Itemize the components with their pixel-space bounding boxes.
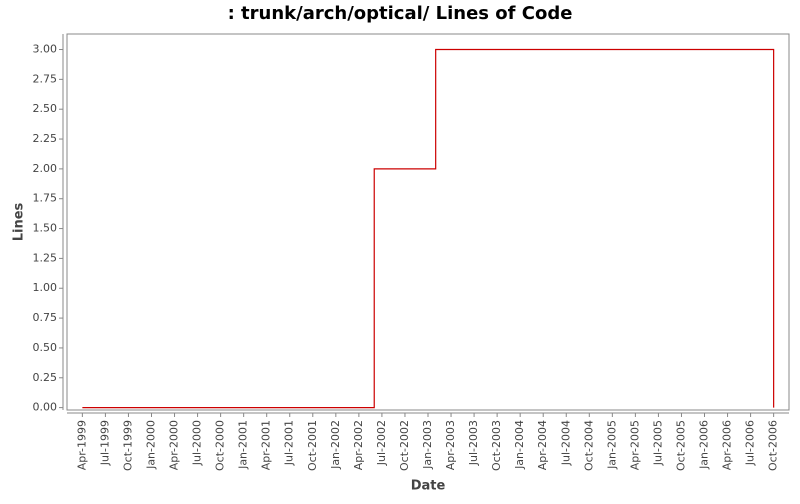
x-tick-label: Jan-2000 [144, 420, 157, 470]
x-tick-label: Oct-2005 [674, 420, 687, 471]
y-tick-label: 2.00 [33, 162, 58, 175]
plot-area [66, 33, 790, 411]
y-tick-label: 1.00 [33, 281, 58, 294]
y-tick-label: 0.50 [33, 341, 58, 354]
x-tick-label: Jan-2001 [237, 420, 250, 470]
chart-title: : trunk/arch/optical/ Lines of Code [228, 3, 573, 24]
line-series [82, 48, 775, 409]
x-tick-label: Oct-1999 [121, 420, 134, 471]
x-tick-label: Apr-2005 [628, 420, 641, 470]
y-axis-label: Lines [12, 202, 27, 241]
x-tick-label: Apr-2001 [260, 420, 273, 470]
x-tick-label: Oct-2004 [582, 420, 595, 471]
y-tick-label: 1.25 [33, 251, 58, 264]
y-tick-label: 2.75 [33, 72, 58, 85]
x-tick-label: Apr-2006 [721, 420, 734, 470]
x-axis-label: Date [411, 479, 446, 494]
y-tick-label: 3.00 [33, 43, 58, 56]
x-tick-label: Jul-2003 [467, 420, 480, 466]
x-tick-label: Jan-2005 [605, 420, 618, 470]
x-tick-label: Apr-1999 [75, 420, 88, 470]
x-tick-label: Jul-2000 [191, 420, 204, 466]
x-tick-label: Oct-2003 [490, 420, 503, 471]
x-tick-label: Jul-2002 [375, 420, 388, 466]
x-tick-label: Jul-1999 [98, 420, 111, 466]
x-tick-label: Apr-2000 [168, 420, 181, 470]
x-tick-label: Oct-2000 [214, 420, 227, 471]
y-tick-label: 1.50 [33, 222, 58, 235]
y-tick-label: 2.50 [33, 102, 58, 115]
x-tick-label: Apr-2003 [444, 420, 457, 470]
y-tick-label: 1.75 [33, 192, 58, 205]
x-tick-label: Jul-2004 [559, 420, 572, 466]
x-tick-label: Jul-2001 [283, 420, 296, 466]
x-tick-label: Jan-2002 [329, 420, 342, 470]
y-tick-label: 0.25 [33, 371, 58, 384]
y-tick-label: 0.75 [33, 311, 58, 324]
x-tick-label: Apr-2004 [536, 420, 549, 470]
x-tick-label: Oct-2002 [398, 420, 411, 471]
x-tick-label: Apr-2002 [352, 420, 365, 470]
x-tick-label: Jan-2003 [421, 420, 434, 470]
x-tick-label: Jul-2005 [651, 420, 664, 466]
x-tick-label: Jan-2006 [698, 420, 711, 470]
y-tick-label: 2.25 [33, 132, 58, 145]
x-tick-label: Oct-2001 [306, 420, 319, 471]
x-tick-label: Jul-2006 [744, 420, 757, 466]
x-tick-label: Jan-2004 [513, 420, 526, 470]
y-tick-label: 0.00 [33, 401, 58, 414]
x-tick-label: Oct-2006 [767, 420, 780, 471]
